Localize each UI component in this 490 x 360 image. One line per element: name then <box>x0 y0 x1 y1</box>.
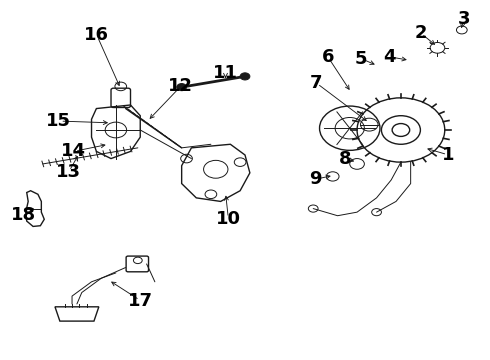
Text: 6: 6 <box>321 48 334 66</box>
Text: 3: 3 <box>458 9 470 27</box>
Text: 14: 14 <box>61 143 86 161</box>
Text: 1: 1 <box>442 146 455 164</box>
Text: 8: 8 <box>339 149 351 167</box>
Text: 9: 9 <box>309 170 321 188</box>
Text: 17: 17 <box>128 292 153 310</box>
Text: 2: 2 <box>414 24 427 42</box>
Text: 18: 18 <box>11 206 36 224</box>
Text: 16: 16 <box>84 26 109 44</box>
Text: 4: 4 <box>383 48 395 66</box>
Circle shape <box>240 73 250 80</box>
Text: 10: 10 <box>216 210 241 228</box>
Text: 5: 5 <box>355 50 367 68</box>
Circle shape <box>177 84 187 91</box>
Text: 11: 11 <box>213 64 238 82</box>
Text: 7: 7 <box>310 74 322 92</box>
Text: 15: 15 <box>47 112 72 130</box>
Text: 13: 13 <box>56 163 81 181</box>
Text: 12: 12 <box>168 77 193 95</box>
